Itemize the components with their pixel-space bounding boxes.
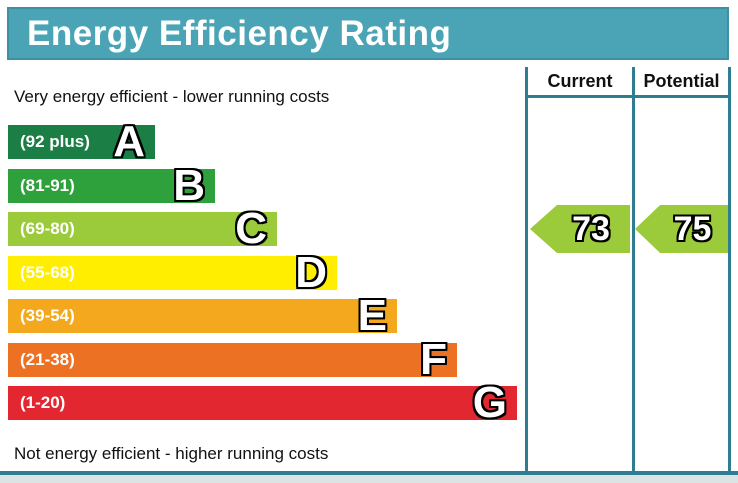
band-letter-C: C — [235, 204, 267, 253]
caption-not-efficient: Not energy efficient - higher running co… — [14, 444, 329, 463]
band-letter-G: G — [472, 378, 507, 427]
band-row-F: (21-38) F — [8, 337, 457, 381]
column-divider-left — [525, 67, 528, 471]
band-row-B: (81-91) B — [8, 163, 215, 207]
band-letter-A: A — [113, 117, 145, 166]
band-letter-F: F — [420, 334, 447, 384]
column-header-potential: Potential — [643, 71, 720, 91]
band-letter-B: B — [173, 160, 205, 210]
potential-rating-value: 75 — [673, 210, 712, 248]
band-range-label-C: (69-80) — [20, 219, 75, 238]
current-rating-arrow: 73 — [530, 205, 630, 253]
title-bar: Energy Efficiency Rating — [7, 7, 729, 60]
band-row-A: (92 plus) A — [8, 120, 155, 164]
band-range-label-G: (1-20) — [20, 393, 66, 412]
column-divider-right — [728, 67, 731, 471]
bottom-strip — [0, 475, 738, 483]
band-range-label-E: (39-54) — [20, 306, 75, 325]
column-divider-middle — [632, 67, 635, 471]
band-row-D: (55-68) D — [8, 250, 337, 294]
band-range-label-A: (92 plus) — [20, 132, 90, 151]
chart-bottom-border — [0, 471, 738, 475]
rating-bands: (92 plus) A (81-91) B (69-80) C (55-68) D (39-54… — [8, 120, 517, 425]
page-title: Energy Efficiency Rating — [27, 13, 452, 53]
band-row-E: (39-54) E — [8, 294, 397, 338]
band-range-label-B: (81-91) — [20, 175, 75, 195]
header-underline — [525, 95, 731, 98]
current-rating-value: 73 — [572, 210, 610, 248]
band-letter-D: D — [295, 247, 327, 297]
caption-very-efficient: Very energy efficient - lower running co… — [14, 87, 330, 106]
band-letter-E: E — [357, 291, 387, 340]
band-row-C: (69-80) C — [8, 207, 277, 251]
band-range-label-F: (21-38) — [20, 349, 75, 369]
column-header-current: Current — [547, 71, 613, 91]
band-row-G: (1-20) G — [8, 381, 517, 425]
potential-rating-arrow: 75 — [635, 205, 728, 253]
band-range-label-D: (55-68) — [20, 262, 75, 282]
